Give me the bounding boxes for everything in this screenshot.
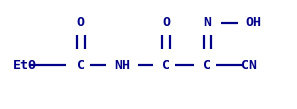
Text: C: C bbox=[162, 59, 170, 72]
Text: CN: CN bbox=[241, 59, 257, 72]
Text: O: O bbox=[77, 16, 85, 29]
Text: NH: NH bbox=[114, 59, 130, 72]
Text: EtO: EtO bbox=[13, 59, 37, 72]
Text: C: C bbox=[203, 59, 211, 72]
Text: O: O bbox=[162, 16, 170, 29]
Text: OH: OH bbox=[245, 16, 261, 29]
Text: C: C bbox=[77, 59, 85, 72]
Text: N: N bbox=[203, 16, 211, 29]
